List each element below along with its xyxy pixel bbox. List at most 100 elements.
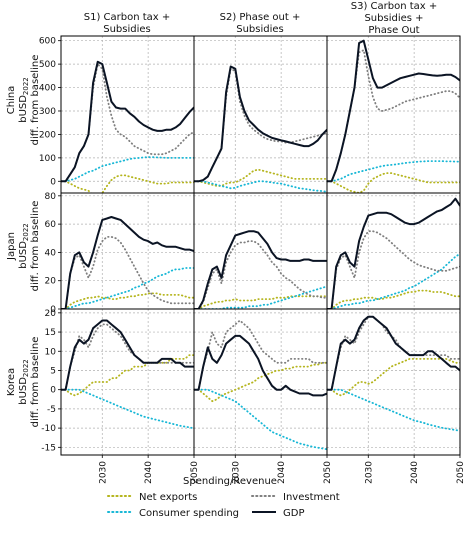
x-tick-label: 2030: [98, 461, 108, 484]
y-tick-label: 15: [45, 328, 56, 338]
legend-label-consumer-spending: Consumer spending: [139, 508, 239, 519]
series-consumer-spending: [327, 252, 460, 309]
series-gdp: [327, 197, 460, 309]
panel-japan-s2-series: [194, 230, 327, 309]
series-consumer-spending: [61, 156, 194, 183]
panels: [60, 35, 461, 456]
series-net-exports: [194, 295, 327, 309]
y-tick-label: 600: [39, 37, 56, 47]
series-gdp: [61, 216, 194, 309]
series-consumer-spending: [327, 160, 460, 183]
row-label-korea: Korea: [6, 368, 17, 396]
panel-china-s1-series: [61, 60, 194, 193]
panel-japan-s1-series: [61, 216, 194, 309]
panel-china-s2: [193, 35, 328, 194]
series-net-exports: [327, 172, 460, 193]
series-investment: [327, 230, 460, 309]
series-gdp: [327, 315, 460, 391]
y-tick-label: 500: [39, 60, 56, 70]
column-title-1: S1) Carbon tax + Subsidies: [84, 12, 171, 35]
column-title-3-line-1: S3) Carbon tax +: [351, 1, 438, 12]
axes: 0100200300400500600020406080-15-10-50510…: [39, 37, 466, 484]
y-tick-label: 200: [39, 130, 56, 140]
series-net-exports: [194, 361, 327, 403]
panel-japan-s2: [193, 192, 328, 310]
y-tick-label: 0: [50, 305, 56, 315]
series-consumer-spending: [61, 388, 194, 430]
column-title-3-line-3: Phase Out: [368, 25, 419, 36]
column-title-2: S2) Phase out + Subsidies: [220, 12, 301, 35]
series-gdp: [61, 319, 194, 391]
panel-korea-s3: [326, 308, 461, 456]
panel-china-s1: [60, 35, 195, 194]
x-tick-label: 2040: [277, 461, 287, 484]
column-title-3-line-2: Subsidies +: [364, 13, 423, 24]
x-tick-label: 2050: [456, 461, 466, 484]
panel-korea-s2-series: [194, 319, 327, 451]
row-label-japan-unit: bUSD2022: [18, 223, 30, 269]
panel-korea-s2-frame: [193, 308, 328, 456]
panel-china-s2-frame: [193, 35, 328, 194]
y-tick-label: 60: [45, 220, 57, 230]
row-label-china-sub: diff. from baseline: [30, 55, 41, 146]
y-tick-label: -10: [41, 424, 56, 434]
y-tick-label: 40: [45, 248, 57, 258]
series-consumer-spending: [327, 388, 460, 432]
y-tick-label: 300: [39, 107, 56, 117]
series-gdp: [194, 230, 327, 309]
y-tick-label: 5: [50, 366, 56, 376]
panel-japan-s1-frame: [60, 192, 195, 310]
panel-korea-s1-frame: [60, 308, 195, 456]
panel-japan-s3-series: [327, 197, 460, 309]
series-net-exports: [327, 289, 460, 309]
series-net-exports: [194, 168, 327, 187]
series-investment: [194, 240, 327, 309]
y-tick-label: -5: [47, 405, 56, 415]
series-investment: [327, 315, 460, 391]
x-tick-label: 2040: [410, 461, 420, 484]
column-title-1-line-2: Subsidies: [103, 24, 151, 35]
series-consumer-spending: [194, 285, 327, 309]
y-tick-label: 80: [45, 192, 57, 202]
series-net-exports: [61, 292, 194, 309]
legend-title: Spending/Revenue: [183, 476, 277, 487]
panel-japan-s1: [60, 192, 195, 310]
y-tick-label: -15: [41, 443, 56, 453]
legend: Spending/Revenue Net exports Investment …: [107, 476, 340, 519]
y-tick-label: 10: [45, 347, 57, 357]
row-label-china-unit: bUSD2022: [18, 77, 30, 123]
y-tick-label: 400: [39, 84, 56, 94]
column-title-2-line-1: S2) Phase out +: [220, 12, 301, 23]
x-tick-label: 2050: [190, 461, 200, 484]
row-label-korea-unit: bUSD2022: [18, 359, 30, 405]
y-tick-label: 0: [50, 386, 56, 396]
panel-korea-s1: [60, 308, 195, 456]
series-net-exports: [327, 358, 460, 397]
x-tick-label: 2030: [231, 461, 241, 484]
panel-china-s3-series: [327, 39, 460, 193]
row-label-japan: Japan: [6, 232, 17, 261]
panel-japan-s3: [326, 192, 461, 310]
series-investment: [61, 323, 194, 391]
series-consumer-spending: [194, 180, 327, 193]
legend-label-net-exports: Net exports: [139, 492, 197, 503]
series-net-exports: [61, 174, 194, 193]
panel-korea-s3-frame: [326, 308, 461, 456]
column-title-3: S3) Carbon tax + Subsidies + Phase Out: [351, 1, 438, 36]
panel-korea-s3-series: [327, 315, 460, 432]
panel-china-s2-series: [194, 65, 327, 193]
panel-korea-s2: [193, 308, 328, 456]
series-investment: [194, 319, 327, 391]
y-tick-label: 20: [45, 277, 57, 287]
x-tick-label: 2040: [144, 461, 154, 484]
series-gdp: [61, 60, 194, 183]
panel-china-s3-frame: [326, 35, 461, 194]
panel-china-s1-frame: [60, 35, 195, 194]
series-gdp: [194, 334, 327, 397]
series-investment: [61, 63, 194, 183]
legend-label-gdp: GDP: [283, 508, 304, 519]
x-tick-label: 2030: [364, 461, 374, 484]
y-tick-label: 0: [50, 177, 56, 187]
x-tick-label: 2050: [323, 461, 333, 484]
